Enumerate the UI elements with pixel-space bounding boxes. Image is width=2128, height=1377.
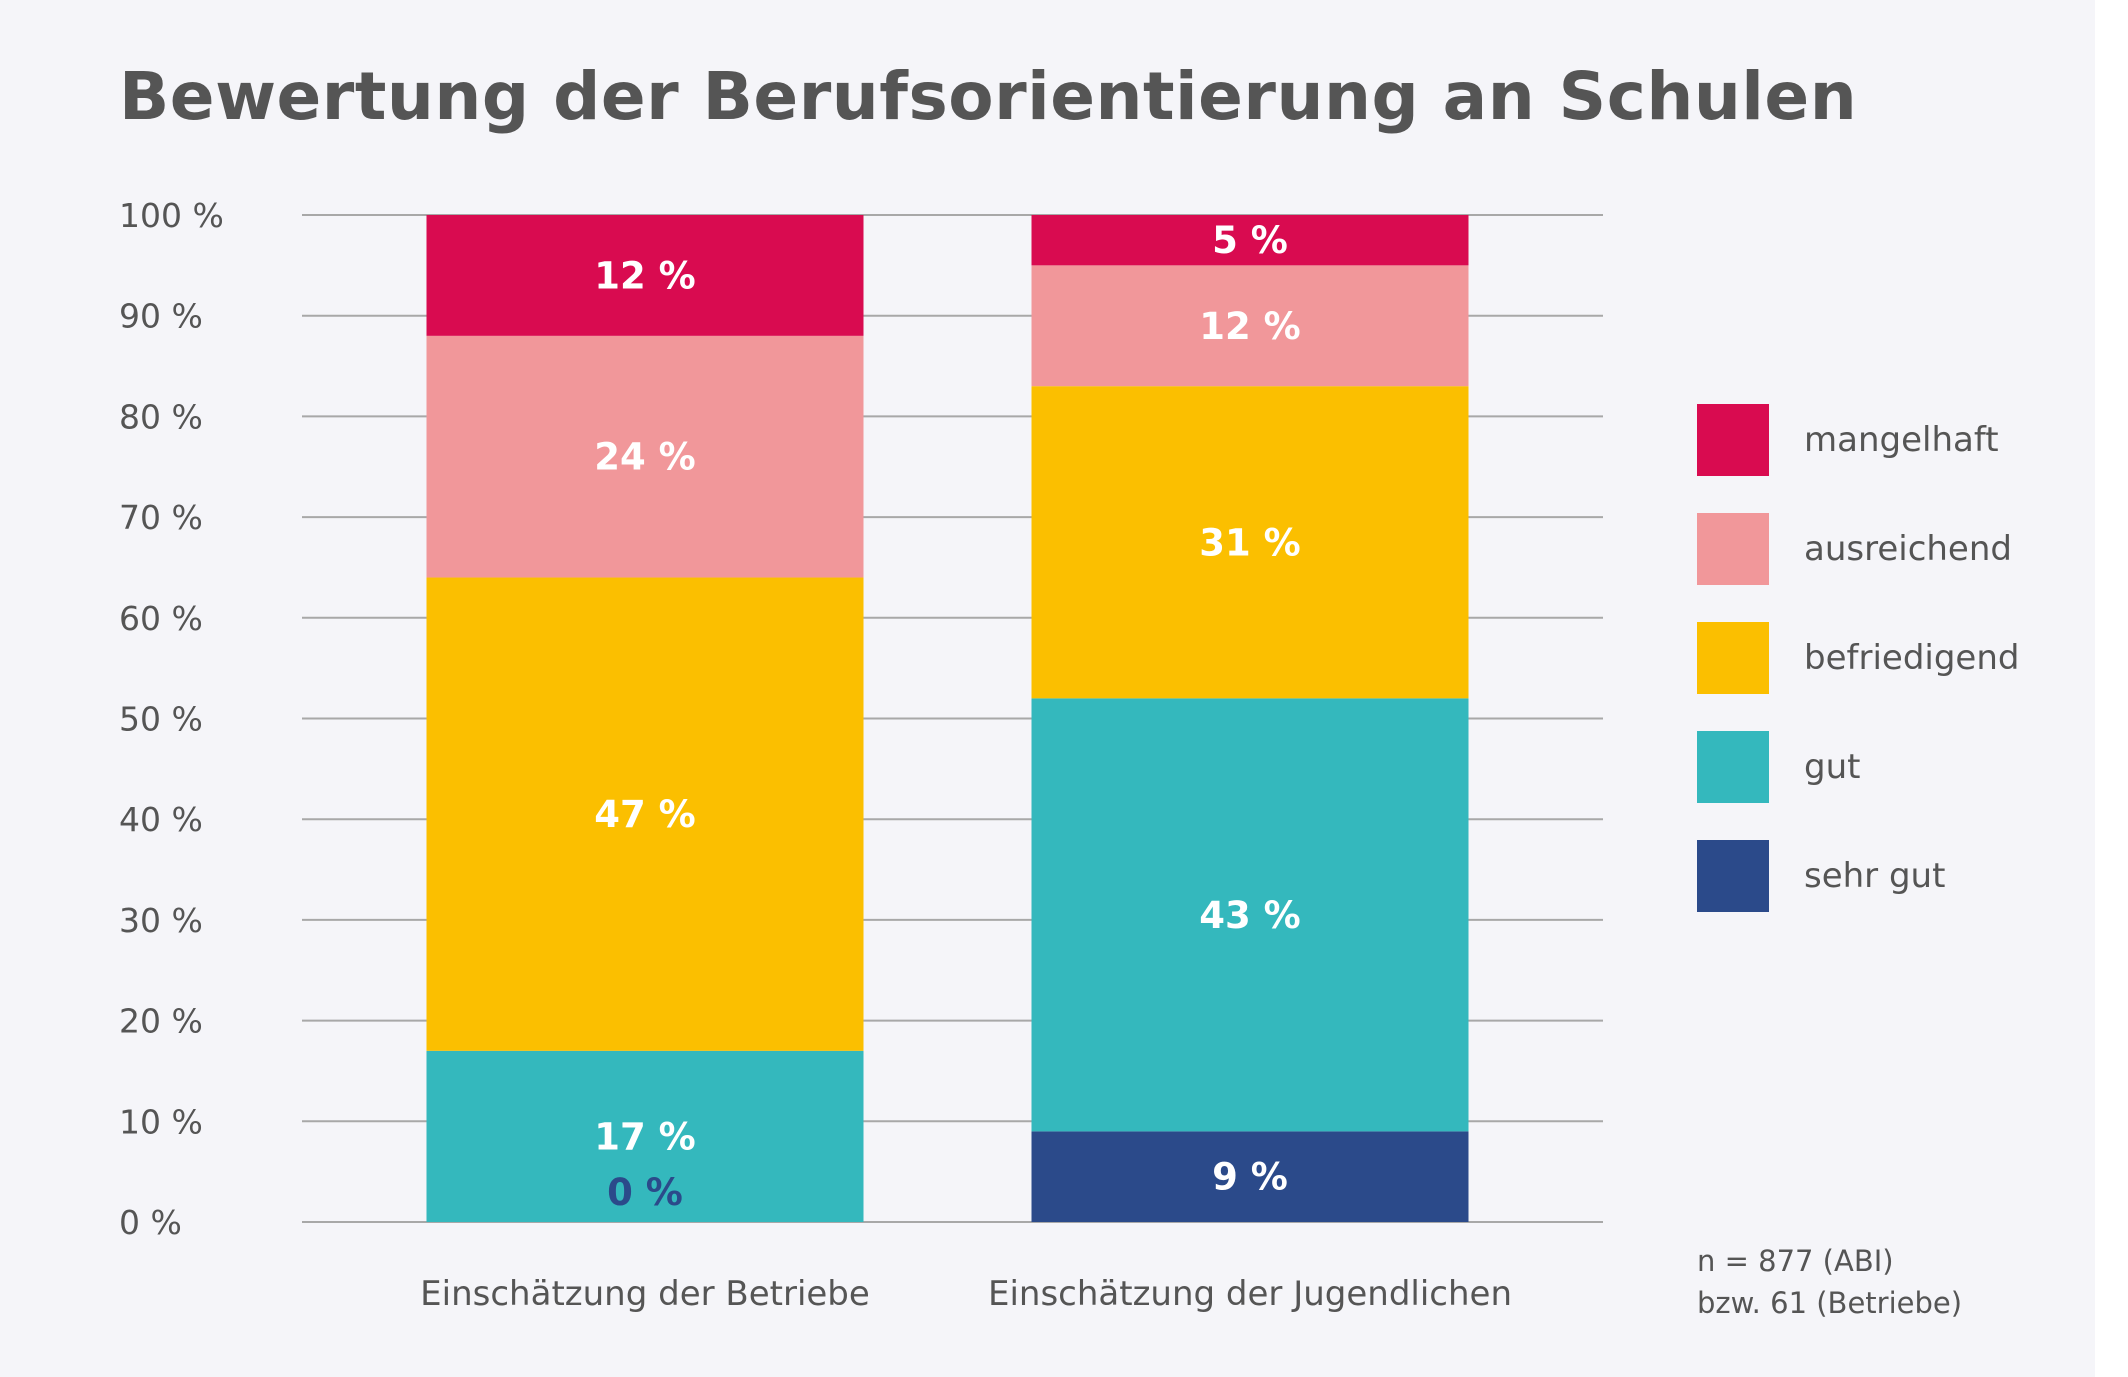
data-label: 0 % [607, 1171, 683, 1214]
data-label: 24 % [594, 436, 695, 479]
legend-label: ausreichend [1804, 529, 2012, 569]
legend-swatch [1697, 622, 1769, 694]
legend-label: gut [1804, 747, 1861, 787]
y-tick-label: 20 % [119, 1002, 203, 1041]
y-tick-label: 60 % [119, 599, 203, 638]
data-label: 9 % [1212, 1156, 1288, 1199]
bar-segment [1031, 698, 1469, 1132]
bar-segment [1031, 215, 1469, 266]
data-label: 47 % [594, 793, 695, 836]
chart-title: Bewertung der Berufsorientierung an Schu… [119, 58, 1858, 135]
legend-swatch [1697, 840, 1769, 912]
y-tick-label: 40 % [119, 800, 203, 839]
legend-swatch [1697, 731, 1769, 803]
x-tick-label: Einschätzung der Betriebe [420, 1274, 870, 1314]
data-label: 5 % [1212, 219, 1288, 262]
bar-segment [426, 1050, 864, 1222]
y-tick-label: 30 % [119, 901, 203, 940]
y-tick-label: 80 % [119, 397, 203, 436]
data-label: 17 % [594, 1115, 695, 1158]
data-label: 12 % [594, 254, 695, 297]
legend-label: mangelhaft [1804, 420, 1999, 460]
footnote-line-1: n = 877 (ABI) [1697, 1244, 1894, 1278]
legend-item: ausreichend [1697, 513, 2057, 585]
y-tick-label: 50 % [119, 700, 203, 739]
legend-item: mangelhaft [1697, 404, 2057, 476]
data-label: 43 % [1199, 894, 1300, 937]
y-tick-label: 10 % [119, 1102, 203, 1141]
bar-segment [1031, 386, 1469, 699]
bar-segment [426, 335, 864, 578]
legend-item: sehr gut [1697, 840, 2057, 912]
bar-segment [1031, 265, 1469, 387]
y-tick-label: 0 % [119, 1203, 182, 1242]
bar-segment [1031, 1131, 1469, 1222]
footnote-line-2: bzw. 61 (Betriebe) [1697, 1286, 1963, 1320]
legend-item: gut [1697, 731, 2057, 803]
bar-segment [426, 215, 864, 336]
y-tick-label: 70 % [119, 498, 203, 537]
x-tick-label: Einschätzung der Jugendlichen [988, 1274, 1512, 1314]
data-label: 31 % [1199, 521, 1300, 564]
footnote: n = 877 (ABI) bzw. 61 (Betriebe) [1697, 1240, 1962, 1324]
legend-swatch [1697, 404, 1769, 476]
legend-swatch [1697, 513, 1769, 585]
legend-label: sehr gut [1804, 856, 1946, 896]
bar-segment [426, 577, 864, 1051]
legend-label: befriedigend [1804, 638, 2020, 678]
data-label: 12 % [1199, 305, 1300, 348]
y-tick-label: 100 % [119, 196, 224, 235]
y-tick-label: 90 % [119, 297, 203, 336]
legend-item: befriedigend [1697, 622, 2057, 694]
